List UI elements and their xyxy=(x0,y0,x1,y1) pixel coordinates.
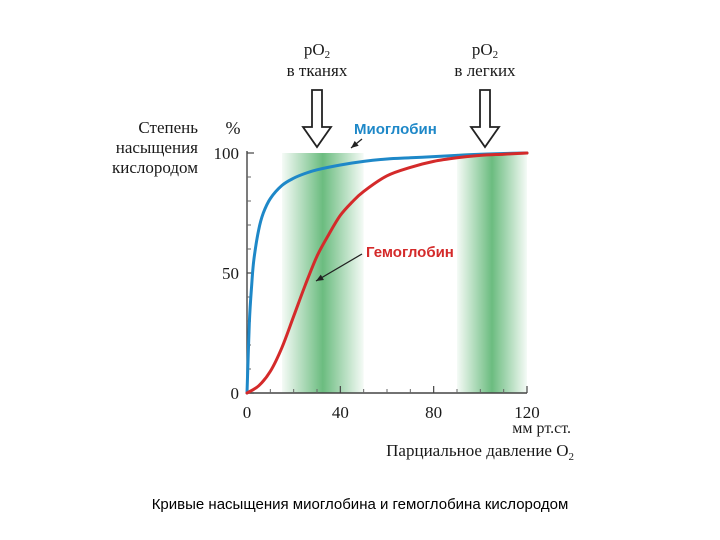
x-axis-title: Парциальное давление O2 xyxy=(386,441,574,463)
y-tick-label: 100 xyxy=(214,144,240,163)
series-line-1 xyxy=(245,151,529,395)
arrow-label-po2: pO2 xyxy=(304,40,330,61)
arrowhead-icon xyxy=(351,140,359,148)
arrowhead-icon xyxy=(316,274,324,281)
y-axis-title-line: кислородом xyxy=(112,158,198,177)
y-axis-title-line: Степень xyxy=(138,118,198,137)
x-tick-label: 80 xyxy=(425,403,442,422)
x-tick-label: 0 xyxy=(243,403,252,422)
arrow-label-location: в легких xyxy=(454,61,516,80)
y-tick-label: 0 xyxy=(231,384,240,403)
x-tick-label: 40 xyxy=(332,403,349,422)
series-annotation-label: Миоглобин xyxy=(354,121,437,138)
x-tick-label: 120 xyxy=(514,403,540,422)
series-line-0 xyxy=(245,151,529,395)
arrow-label-location: в тканях xyxy=(287,61,348,80)
shaded-band-0 xyxy=(282,153,364,393)
down-arrow-icon xyxy=(301,89,333,149)
arrow-label-po2: pO2 xyxy=(472,40,498,61)
y-axis-unit: % xyxy=(226,118,241,138)
series-annotation-label: Гемоглобин xyxy=(366,244,454,261)
y-tick-label: 50 xyxy=(222,264,239,283)
down-arrow-icon xyxy=(469,89,501,149)
figure-caption: Кривые насыщения миоглобина и гемоглобин… xyxy=(151,496,569,513)
y-axis-title-line: насыщения xyxy=(116,138,198,157)
annotation-pointer-line xyxy=(315,253,363,282)
x-axis-unit: мм рт.ст. xyxy=(512,420,571,437)
shaded-band-1 xyxy=(457,153,527,393)
